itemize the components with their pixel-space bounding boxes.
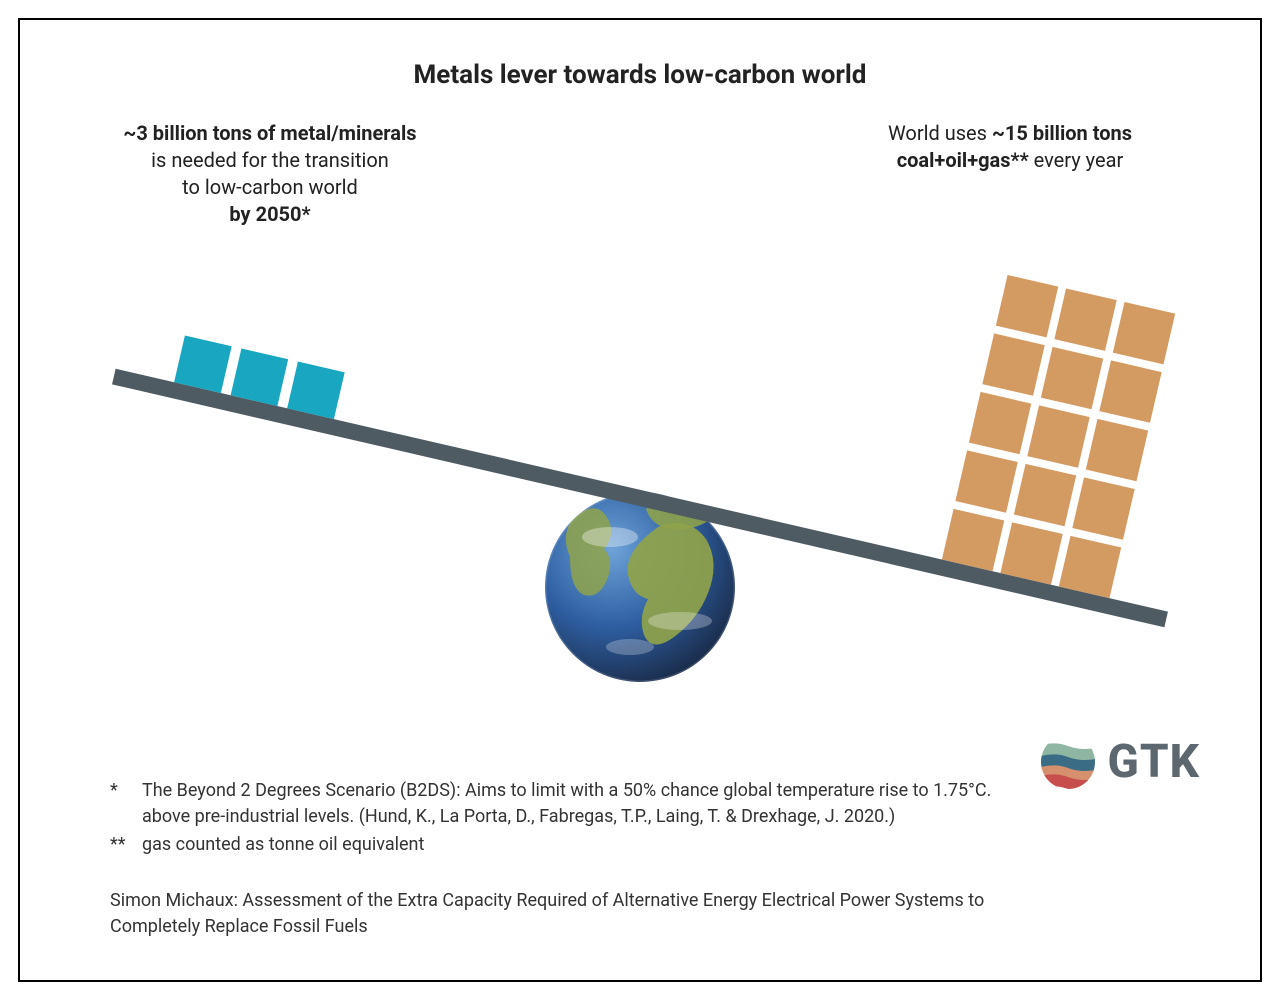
seesaw-svg	[60, 228, 1220, 708]
left-caption-line2: is needed for the transition	[90, 147, 450, 174]
footnote-2: ** gas counted as tonne oil equivalent	[110, 832, 1010, 858]
left-caption-line4: by 2050*	[90, 201, 450, 228]
right-caption-line2b: every year	[1029, 148, 1124, 172]
right-caption-line1a: World uses	[888, 121, 992, 145]
gtk-logo-text: GTK	[1108, 735, 1200, 789]
footnote-2-mark: **	[110, 832, 142, 858]
footnote-1: * The Beyond 2 Degrees Scenario (B2DS): …	[110, 778, 1010, 830]
captions-row: ~3 billion tons of metal/minerals is nee…	[60, 120, 1220, 228]
left-caption: ~3 billion tons of metal/minerals is nee…	[90, 120, 450, 228]
left-caption-line3: to low-carbon world	[90, 174, 450, 201]
footnote-2-text: gas counted as tonne oil equivalent	[142, 832, 424, 858]
right-caption: World uses ~15 billion tons coal+oil+gas…	[830, 120, 1190, 228]
footnotes: * The Beyond 2 Degrees Scenario (B2DS): …	[110, 778, 1010, 940]
left-caption-line1: ~3 billion tons of metal/minerals	[90, 120, 450, 147]
right-caption-line2: coal+oil+gas** every year	[830, 147, 1190, 174]
seesaw-diagram	[60, 228, 1220, 708]
infographic-frame: Metals lever towards low-carbon world ~3…	[18, 18, 1262, 982]
right-caption-line1: World uses ~15 billion tons	[830, 120, 1190, 147]
credit-line: Simon Michaux: Assessment of the Extra C…	[110, 888, 1010, 940]
gtk-logo: GTK	[1036, 734, 1200, 790]
title: Metals lever towards low-carbon world	[60, 60, 1220, 90]
footnote-1-mark: *	[110, 778, 142, 830]
footnote-1-text: The Beyond 2 Degrees Scenario (B2DS): Ai…	[142, 778, 1010, 830]
right-caption-line2a: coal+oil+gas**	[897, 148, 1029, 172]
gtk-logo-icon	[1036, 734, 1100, 790]
right-caption-line1b: ~15 billion tons	[992, 121, 1132, 145]
